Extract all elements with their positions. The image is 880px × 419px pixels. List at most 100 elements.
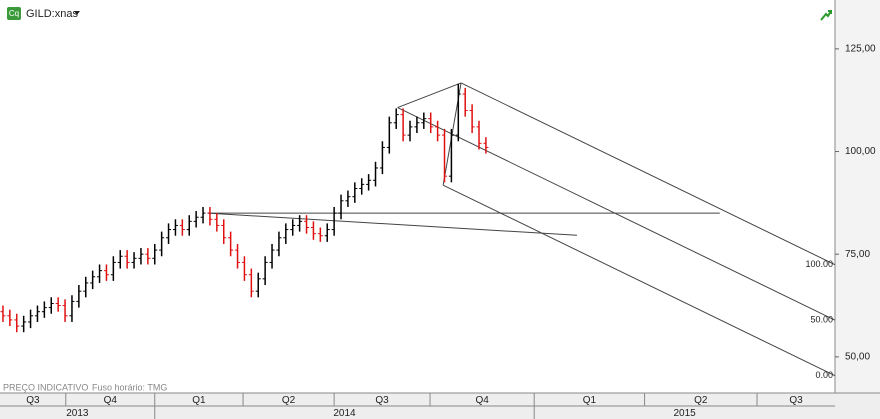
ohlc-bar — [48, 297, 54, 314]
quarter-label: Q3 — [375, 395, 389, 406]
plot-background — [0, 0, 835, 393]
ohlc-bar — [373, 161, 379, 187]
quarter-label: Q4 — [104, 395, 118, 406]
ohlc-bar — [235, 243, 241, 269]
quarter-label: Q3 — [789, 395, 803, 406]
ohlc-bar — [90, 270, 96, 290]
axis-background — [835, 0, 880, 419]
year-label: 2014 — [333, 408, 356, 419]
ohlc-bar — [283, 223, 289, 244]
y-tick-label: 75,00 — [845, 249, 870, 260]
ohlc-bar — [138, 248, 144, 265]
ohlc-bar — [172, 219, 178, 236]
ohlc-bar — [152, 243, 158, 265]
ohlc-bar — [331, 206, 337, 236]
ohlc-bar — [34, 305, 40, 322]
year-label: 2015 — [673, 408, 696, 419]
ohlc-bar — [97, 264, 103, 283]
pitchfork-level: 100.00 — [805, 259, 833, 269]
ohlc-bar — [455, 83, 461, 142]
ohlc-bar — [69, 295, 75, 322]
icon-text: Cq — [9, 9, 19, 18]
ohlc-bar — [393, 108, 399, 129]
ohlc-bar — [366, 174, 372, 191]
pitchfork-level: 0.00 — [815, 370, 833, 380]
ohlc-bar — [359, 178, 365, 195]
ohlc-bar — [400, 108, 406, 142]
quarter-label: Q1 — [583, 395, 597, 406]
ohlc-bar — [214, 213, 220, 232]
ohlc-bar — [414, 116, 420, 134]
ohlc-bar — [41, 301, 47, 318]
ohlc-bar — [124, 250, 130, 269]
ohlc-bar — [435, 120, 441, 142]
ohlc-bar — [469, 104, 475, 134]
ohlc-bar — [228, 231, 234, 257]
ohlc-bar — [324, 223, 330, 242]
ohlc-bar — [476, 120, 482, 150]
ohlc-bar — [310, 221, 316, 240]
pitchfork-level: 50.00 — [810, 315, 833, 325]
year-label: 2013 — [66, 408, 89, 419]
ohlc-bar — [76, 284, 82, 308]
quarter-label: Q1 — [192, 395, 206, 406]
ohlc-bar — [297, 215, 303, 232]
y-tick-label: 100,00 — [845, 146, 876, 157]
ohlc-bar — [428, 112, 434, 134]
pitchfork-upper — [460, 82, 836, 266]
ohlc-bar — [248, 268, 254, 298]
ohlc-bar — [117, 250, 123, 269]
ohlc-bar — [14, 313, 20, 333]
ohlc-bar — [21, 315, 27, 333]
y-tick-label: 50,00 — [845, 352, 870, 363]
ohlc-bar — [7, 309, 13, 327]
pitchfork-handle — [397, 82, 462, 109]
ohlc-bar — [276, 231, 282, 257]
ohlc-bar — [207, 206, 213, 226]
quarter-label: Q2 — [694, 395, 708, 406]
ohlc-bar — [62, 299, 68, 322]
ohlc-bar — [131, 252, 137, 269]
dropdown[interactable] — [74, 11, 80, 15]
ohlc-bar — [262, 256, 268, 285]
ohlc-bar — [352, 182, 358, 203]
ohlc-bar — [166, 223, 172, 244]
trend-icon[interactable] — [820, 10, 832, 21]
ohlc-bar — [338, 194, 344, 220]
ohlc-bar — [221, 219, 227, 244]
pitchfork-median — [397, 107, 836, 321]
ohlc-bar — [103, 264, 109, 281]
ohlc-bar — [200, 206, 206, 224]
ohlc-bar — [186, 215, 192, 236]
ohlc-bar — [345, 190, 351, 207]
footer: PREÇO INDICATIVO — [3, 382, 88, 392]
y-tick-label: 125,00 — [845, 44, 876, 55]
ohlc-bar — [442, 128, 448, 183]
ohlc-bar — [159, 231, 165, 257]
quarter-label: Q4 — [475, 395, 489, 406]
ohlc-bar — [379, 141, 385, 175]
ohlc-bar — [462, 87, 468, 117]
ohlc-bar — [386, 116, 392, 154]
ohlc-bar — [483, 137, 489, 154]
ohlc-bar — [317, 227, 323, 242]
timezone: Fuso horário: TMG — [92, 382, 167, 392]
ohlc-bar — [179, 219, 185, 236]
ohlc-bar — [255, 272, 261, 298]
ohlc-bar — [304, 215, 310, 234]
ohlc-bar — [241, 256, 247, 281]
quarter-label: Q2 — [282, 395, 296, 406]
ohlc-bar — [28, 309, 34, 329]
ohlc-bar — [55, 297, 61, 312]
ohlc-bar — [193, 211, 199, 228]
symbol[interactable]: GILD:xnas — [26, 8, 78, 20]
symbol-icon[interactable] — [7, 7, 21, 20]
ohlc-bar — [448, 128, 454, 183]
pitchfork-lower — [442, 184, 836, 377]
trend-line — [207, 212, 578, 236]
ohlc-bar — [269, 243, 275, 269]
ohlc-bar — [83, 276, 89, 298]
ohlc-bar — [145, 248, 151, 265]
